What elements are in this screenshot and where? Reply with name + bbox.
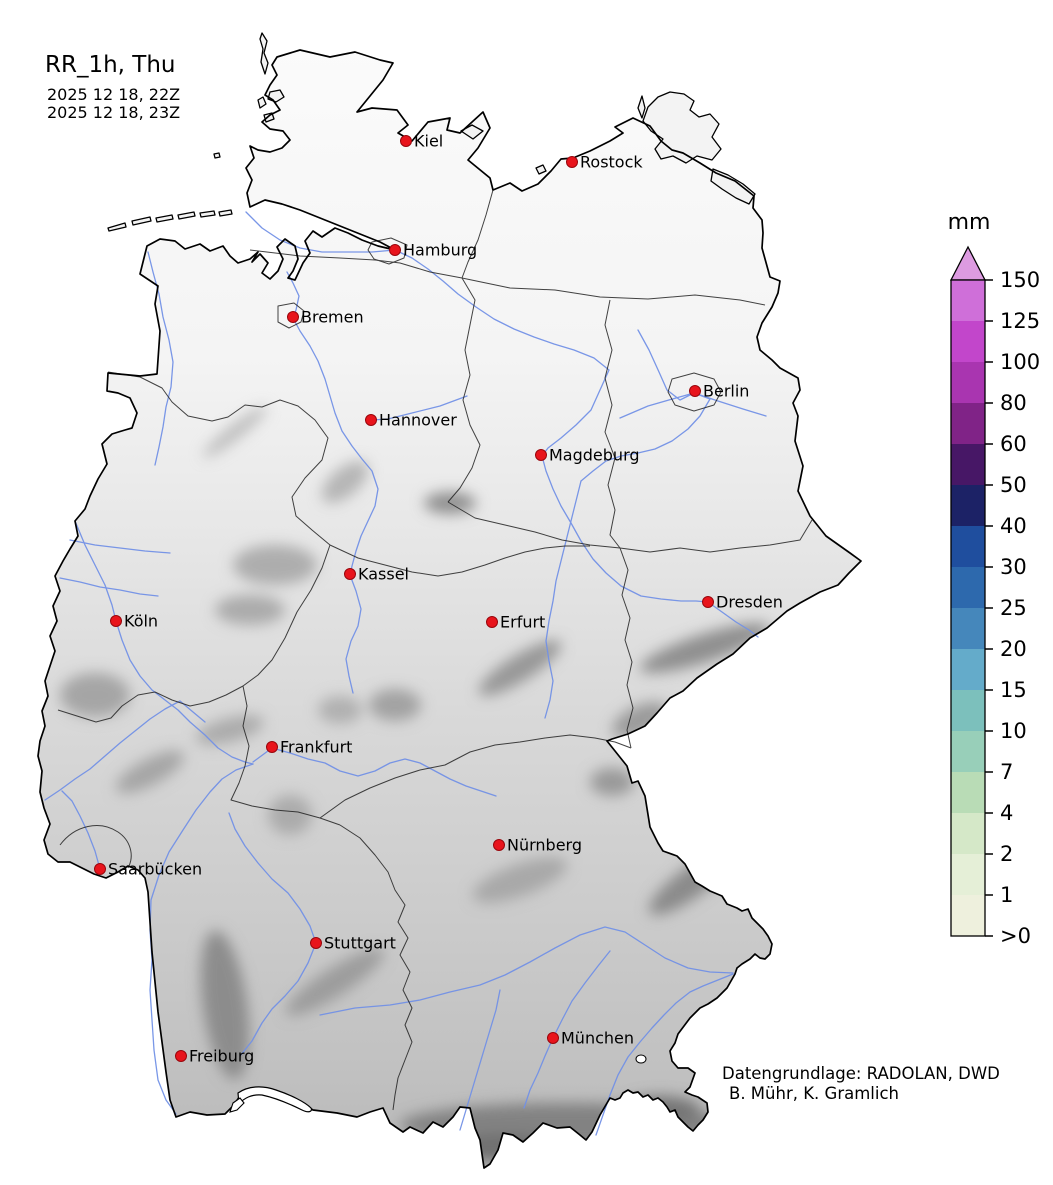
city-marker	[175, 1050, 187, 1062]
colorbar-segment	[951, 567, 985, 609]
city-label: Magdeburg	[549, 446, 640, 465]
data-source-credit: Datengrundlage: RADOLAN, DWD	[722, 1064, 1000, 1083]
colorbar-tick-label: 1	[1000, 883, 1013, 907]
colorbar-tick-label: 125	[1000, 309, 1040, 333]
colorbar-extend-arrow	[949, 245, 987, 281]
colorbar-segment	[951, 649, 985, 691]
city-marker	[400, 135, 412, 147]
colorbar-segment	[951, 485, 985, 527]
city-label: München	[561, 1029, 634, 1048]
city-marker	[493, 839, 505, 851]
colorbar-segment	[951, 854, 985, 896]
colorbar-segment	[951, 895, 985, 937]
city-label: Berlin	[703, 382, 749, 401]
city-marker	[266, 741, 278, 753]
city-marker	[94, 863, 106, 875]
colorbar-tick-label: 2	[1000, 842, 1013, 866]
colorbar-tick-label: 7	[1000, 760, 1013, 784]
city-label: Erfurt	[500, 613, 545, 632]
city-marker	[689, 385, 701, 397]
city-label: Freiburg	[189, 1047, 254, 1066]
colorbar-tick-label: 40	[1000, 514, 1027, 538]
city-label: Hannover	[379, 411, 457, 430]
valid-time-start: 2025 12 18, 22Z	[47, 85, 181, 104]
colorbar-segment	[951, 690, 985, 732]
city-label: Rostock	[580, 153, 643, 172]
colorbar-tick-label: 80	[1000, 391, 1027, 415]
author-credit: B. Mühr, K. Gramlich	[729, 1084, 899, 1103]
city-label: Saarbücken	[108, 860, 202, 879]
valid-time-end: 2025 12 18, 23Z	[47, 103, 181, 122]
city-label: Bremen	[301, 308, 364, 327]
colorbar-segment	[951, 321, 985, 363]
city-marker	[389, 244, 401, 256]
plot-title: RR_1h, Thu	[45, 52, 176, 78]
city-label: Kassel	[358, 565, 409, 584]
colorbar-tick-label: 15	[1000, 678, 1027, 702]
colorbar-segment	[951, 362, 985, 404]
city-marker	[110, 615, 122, 627]
city-marker	[702, 596, 714, 608]
colorbar-unit-label: mm	[947, 210, 991, 235]
colorbar-tick-label: 60	[1000, 432, 1027, 456]
city-marker	[547, 1032, 559, 1044]
colorbar-tick-label: 4	[1000, 801, 1013, 825]
colorbar-tick-label: 150	[1000, 268, 1040, 292]
state-borders	[57, 189, 813, 1111]
city-label: Frankfurt	[280, 738, 352, 757]
colorbar-segment	[951, 813, 985, 855]
islands	[107, 32, 756, 232]
colorbar-tick-label: 50	[1000, 473, 1027, 497]
rivers	[44, 211, 767, 1136]
city-marker	[344, 568, 356, 580]
colorbar-segment	[951, 444, 985, 486]
colorbar: 150 125 100 80 60 50 40 30 25 20 15 10 7 4 2 1 >0	[949, 245, 1040, 948]
colorbar-tick-label: 100	[1000, 350, 1040, 374]
city-marker	[287, 311, 299, 323]
city-marker	[535, 449, 547, 461]
city-label: Dresden	[716, 593, 783, 612]
city-markers-layer: Kiel Rostock Hamburg Bremen Berlin Hannover Ma…	[94, 132, 783, 1066]
city-label: Stuttgart	[324, 934, 396, 953]
colorbar-tick-label: 10	[1000, 719, 1027, 743]
colorbar-segment	[951, 526, 985, 568]
city-label: Köln	[124, 612, 158, 631]
city-label: Kiel	[414, 132, 443, 151]
colorbar-segment	[951, 772, 985, 814]
colorbar-segment	[951, 731, 985, 773]
city-marker	[365, 414, 377, 426]
colorbar-tick-label: 20	[1000, 637, 1027, 661]
city-marker	[566, 156, 578, 168]
colorbar-segment	[951, 608, 985, 650]
lake-bodensee	[229, 1054, 647, 1113]
colorbar-segment	[951, 403, 985, 445]
colorbar-tick-label: >0	[1000, 924, 1031, 948]
colorbar-tick-label: 30	[1000, 555, 1027, 579]
city-label: Hamburg	[403, 241, 477, 260]
colorbar-segment	[951, 280, 985, 322]
city-marker	[310, 937, 322, 949]
city-label: Nürnberg	[507, 836, 582, 855]
colorbar-tick-label: 25	[1000, 596, 1027, 620]
city-marker	[486, 616, 498, 628]
